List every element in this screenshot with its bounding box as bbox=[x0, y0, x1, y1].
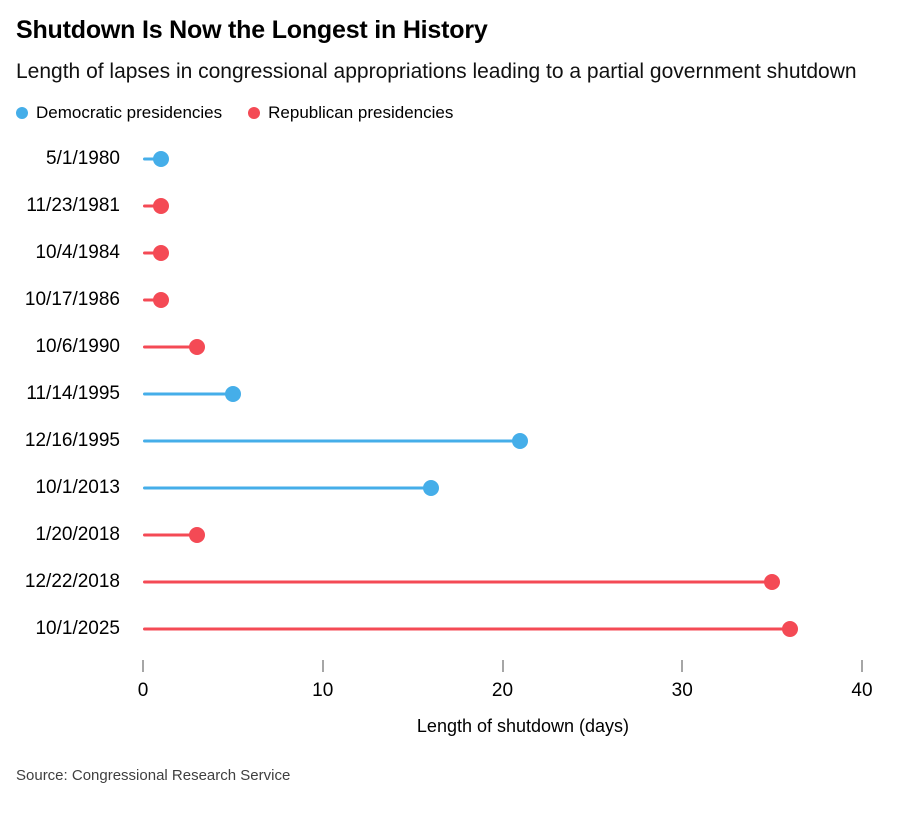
row-track bbox=[143, 135, 903, 182]
row-track bbox=[143, 276, 903, 323]
lollipop-dot bbox=[512, 432, 529, 449]
x-axis-title: Length of shutdown (days) bbox=[416, 716, 630, 736]
lollipop-chart: 5/1/1980 11/23/1981 10/4/1984 10/17/1986 10/… bbox=[16, 135, 906, 737]
x-axis-tick-label: 10 bbox=[312, 680, 334, 701]
chart-row: 10/1/2025 bbox=[16, 605, 906, 652]
legend-item-democratic: Democratic presidencies bbox=[16, 103, 222, 123]
chart-page: Shutdown Is Now the Longest in History L… bbox=[16, 16, 906, 784]
axis-spacer bbox=[16, 652, 143, 714]
row-track bbox=[143, 370, 903, 417]
source-note: Source: Congressional Research Service bbox=[16, 767, 291, 784]
lollipop-stem bbox=[143, 439, 521, 442]
lollipop-dot bbox=[782, 620, 799, 637]
chart-row: 10/4/1984 bbox=[16, 229, 906, 276]
chart-row: 12/16/1995 bbox=[16, 417, 906, 464]
lollipop-stem bbox=[143, 251, 161, 254]
lollipop-stem bbox=[143, 204, 161, 207]
lollipop-stem bbox=[143, 157, 161, 160]
legend-label-republican: Republican presidencies bbox=[268, 103, 454, 122]
lollipop-stem bbox=[143, 392, 233, 395]
chart-row: 10/1/2013 bbox=[16, 464, 906, 511]
chart-subtitle: Length of lapses in congressional approp… bbox=[16, 60, 857, 83]
row-track bbox=[143, 182, 903, 229]
lollipop-stem bbox=[143, 580, 773, 583]
x-axis-tick-label: 30 bbox=[671, 680, 693, 701]
row-track bbox=[143, 229, 903, 276]
row-date-label: 10/6/1990 bbox=[35, 335, 120, 357]
lollipop-dot bbox=[152, 244, 169, 261]
x-axis-tick-mark bbox=[681, 660, 683, 672]
row-track bbox=[143, 558, 903, 605]
lollipop-dot bbox=[224, 385, 241, 402]
lollipop-dot bbox=[764, 573, 781, 590]
chart-row: 5/1/1980 bbox=[16, 135, 906, 182]
x-axis: 0 10 20 30 40 bbox=[16, 652, 906, 714]
lollipop-dot bbox=[188, 338, 205, 355]
x-axis-tick-mark bbox=[142, 660, 144, 672]
chart-title: Shutdown Is Now the Longest in History bbox=[16, 16, 488, 44]
lollipop-stem bbox=[143, 345, 197, 348]
x-axis-tick-label: 20 bbox=[491, 680, 514, 701]
lollipop-stem bbox=[143, 298, 161, 301]
row-date-label: 11/14/1995 bbox=[26, 382, 120, 404]
lollipop-dot bbox=[152, 291, 169, 308]
x-axis-tick-mark bbox=[502, 660, 503, 672]
lollipop-stem bbox=[143, 627, 791, 630]
row-date-label: 5/1/1980 bbox=[46, 147, 120, 169]
lollipop-dot bbox=[152, 197, 169, 214]
chart-row: 12/22/2018 bbox=[16, 558, 906, 605]
lollipop-dot bbox=[188, 526, 205, 543]
axis-title-row: Length of shutdown (days) bbox=[16, 714, 906, 737]
lollipop-dot bbox=[152, 150, 169, 167]
chart-row: 11/23/1981 bbox=[16, 182, 906, 229]
row-date-label: 11/23/1981 bbox=[26, 194, 120, 216]
x-axis-tick-label: 0 bbox=[137, 680, 149, 701]
row-date-label: 10/17/1986 bbox=[24, 288, 120, 310]
row-date-label: 10/4/1984 bbox=[35, 241, 120, 263]
chart-rows: 5/1/1980 11/23/1981 10/4/1984 10/17/1986 10/… bbox=[16, 135, 906, 652]
chart-row: 10/6/1990 bbox=[16, 323, 906, 370]
row-date-label: 10/1/2013 bbox=[35, 476, 120, 498]
legend-label-democratic: Democratic presidencies bbox=[36, 103, 223, 122]
row-track bbox=[143, 605, 903, 652]
row-track bbox=[143, 464, 903, 511]
legend-item-republican: Republican presidencies bbox=[248, 103, 453, 123]
row-date-label: 1/20/2018 bbox=[35, 523, 120, 545]
row-date-label: 10/1/2025 bbox=[35, 617, 120, 639]
x-axis-tick-mark bbox=[861, 660, 863, 672]
x-axis-tick-label: 40 bbox=[851, 680, 873, 701]
x-axis-tick-mark bbox=[322, 660, 324, 672]
axis-track: 0 10 20 30 40 bbox=[138, 652, 903, 714]
lollipop-dot bbox=[422, 479, 439, 496]
chart-row: 11/14/1995 bbox=[16, 370, 906, 417]
chart-row: 10/17/1986 bbox=[16, 276, 906, 323]
row-track bbox=[143, 323, 903, 370]
democratic-dot-icon bbox=[16, 107, 28, 119]
republican-dot-icon bbox=[248, 107, 261, 119]
lollipop-stem bbox=[143, 533, 197, 536]
row-date-label: 12/16/1995 bbox=[24, 429, 120, 451]
chart-row: 1/20/2018 bbox=[16, 511, 906, 558]
row-track bbox=[143, 417, 903, 464]
lollipop-stem bbox=[143, 486, 431, 489]
row-track bbox=[143, 511, 903, 558]
row-date-label: 12/22/2018 bbox=[24, 570, 120, 592]
chart-legend: Democratic presidencies Republican presi… bbox=[16, 103, 906, 123]
